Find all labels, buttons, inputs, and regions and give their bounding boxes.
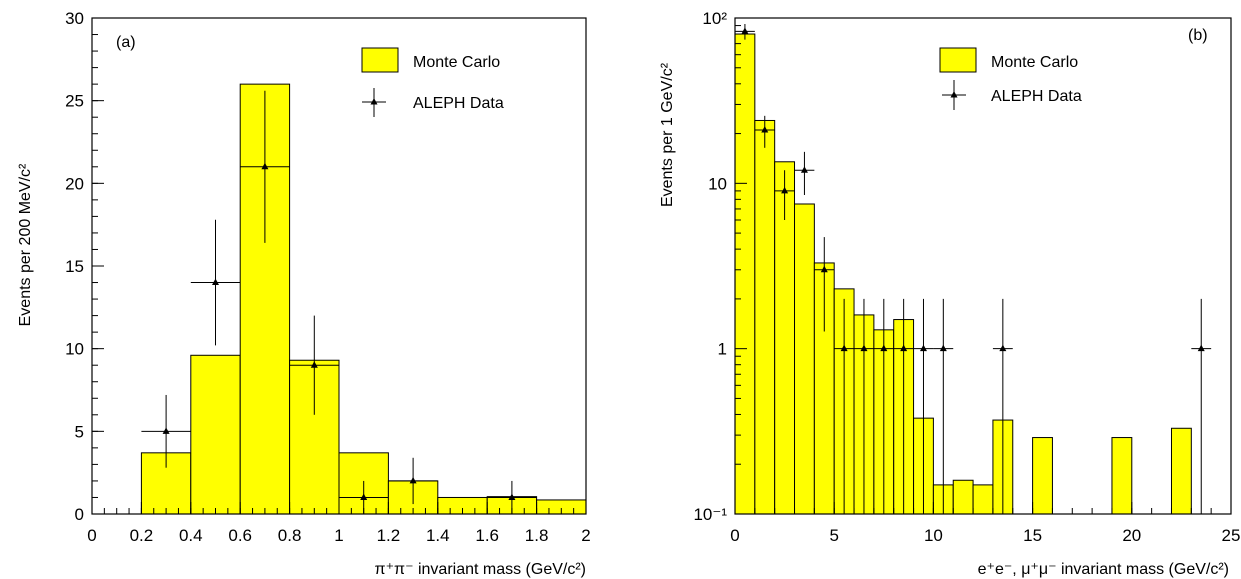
y-tick-label: 10 [708,174,727,193]
x-tick-label: 0.8 [278,526,302,545]
x-tick-label: 1.6 [475,526,499,545]
chart-panel-b: 0 5 10 15 20 25 10⁻¹ 1 10 10² (b) Monte Carlo AL… [659,9,1240,578]
mc-bar [1032,437,1053,515]
mc-bar [952,479,974,515]
x-tick-label: 20 [1122,526,1141,545]
y-axis-a: 0 5 10 15 20 25 30 [65,9,104,524]
legend-mc-swatch-b [939,47,977,73]
y-axis-title-b: Events per 1 GeV/c² [659,62,676,207]
y-tick-label: 10⁻¹ [693,505,727,524]
data-point [1191,298,1212,514]
x-tick-label: 25 [1222,526,1241,545]
y-axis-title-a: Events per 200 MeV/c² [17,163,34,326]
y-tick-label: 20 [65,174,84,193]
x-tick-label: 0.2 [130,526,154,545]
data-point [754,115,775,148]
mc-histogram-b [734,33,1192,515]
data-point [240,90,290,243]
legend-data-marker-a [362,88,386,117]
data-point [834,298,855,514]
data-point [913,298,934,514]
x-axis-title-a: π⁺π⁻ invariant mass (GeV/c²) [375,561,586,578]
mc-bar [1170,427,1192,515]
y-tick-label: 30 [65,9,84,28]
mc-bar [794,203,815,515]
data-point [774,170,795,221]
chart-panel-a: 0 0.2 0.4 0.6 0.8 1 1.2 1.4 1.6 1.8 2 0 5 10 15 20 25 30… [17,9,591,578]
x-tick-label: 0.6 [228,526,252,545]
y-tick-label: 25 [65,92,84,111]
y-tick-label: 15 [65,257,84,276]
mc-bar [190,354,241,515]
x-tick-label: 1.8 [525,526,549,545]
legend-data-label-b: ALEPH Data [991,88,1082,105]
data-point [141,394,191,468]
y-axis-b: 10⁻¹ 1 10 10² [693,9,747,524]
panel-label-b: (b) [1188,27,1208,44]
mc-bar [734,33,756,515]
legend-a: Monte Carlo ALEPH Data [361,47,504,117]
legend-data-label-a: ALEPH Data [413,95,504,112]
data-point [190,219,241,346]
data-point [854,298,874,514]
data-point [289,315,339,415]
x-tick-label: 5 [829,526,838,545]
data-point [992,298,1013,514]
mc-bar [1111,437,1133,515]
aleph-data-points-b [735,23,1212,514]
y-tick-label: 5 [75,422,84,441]
y-tick-label: 1 [718,340,727,359]
mc-bar [972,484,994,515]
x-axis-title-b: e⁺e⁻, μ⁺μ⁻ invariant mass (GeV/c²) [978,561,1229,578]
legend-data-marker-b [942,80,966,110]
data-point [794,151,815,196]
legend-mc-label-a: Monte Carlo [413,54,500,71]
legend-b: Monte Carlo ALEPH Data [939,47,1082,110]
data-point [893,298,914,514]
x-tick-label: 2 [581,526,590,545]
data-point [388,457,438,505]
x-tick-label: 0.4 [179,526,203,545]
x-axis-b: 0 5 10 15 20 25 [730,502,1240,545]
data-point [873,298,894,514]
mc-histogram-a [140,83,587,515]
x-tick-label: 15 [1023,526,1042,545]
x-tick-label: 1 [334,526,343,545]
y-tick-label: 10² [702,9,727,28]
y-tick-label: 10 [65,340,84,359]
data-point [814,237,835,332]
x-axis-a: 0 0.2 0.4 0.6 0.8 1 1.2 1.4 1.6 1.8 2 [87,502,591,545]
data-point [735,23,755,40]
data-point [933,298,954,514]
x-tick-label: 0 [730,526,739,545]
x-tick-label: 1.2 [377,526,401,545]
x-tick-label: 0 [87,526,96,545]
panel-label-a: (a) [116,34,136,51]
legend-mc-label-b: Monte Carlo [991,54,1078,71]
legend-mc-swatch-a [361,47,399,73]
x-tick-label: 1.4 [426,526,450,545]
plot-frame-b [734,17,1232,515]
mc-bar [754,119,776,515]
aleph-data-points-a [141,90,537,514]
y-tick-label: 0 [75,505,84,524]
x-tick-label: 10 [924,526,943,545]
